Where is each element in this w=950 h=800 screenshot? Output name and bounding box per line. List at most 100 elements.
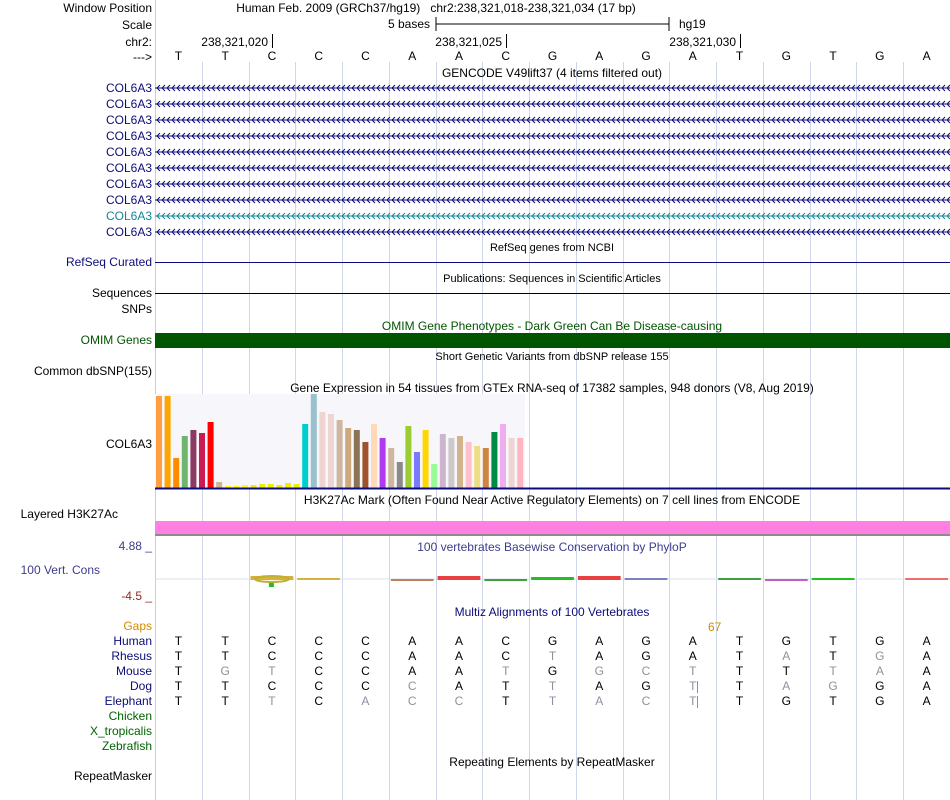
strand-arrows [156, 180, 950, 188]
aligned-base: T [689, 664, 697, 678]
phylop-label[interactable]: 100 Vert. Cons [20, 563, 100, 577]
h3k27ac-label[interactable]: Layered H3K27Ac [20, 507, 118, 521]
gencode-item-label[interactable]: COL6A3 [105, 193, 152, 207]
species-label[interactable]: Dog [129, 679, 152, 693]
gtex-tissue-bar[interactable] [396, 462, 403, 488]
gtex-tissue-bar[interactable] [362, 442, 369, 488]
gtex-bars[interactable] [155, 394, 950, 491]
gtex-tissue-bar[interactable] [388, 448, 395, 488]
dbsnp-label[interactable]: Common dbSNP(155) [33, 364, 152, 378]
strand-arrows [156, 148, 950, 156]
omim-bar[interactable] [155, 333, 950, 348]
gtex-tissue-bar[interactable] [336, 420, 343, 488]
gtex-tissue-bar[interactable] [207, 422, 214, 488]
gtex-tissue-bar[interactable] [457, 436, 463, 488]
window-position-label: Window Position [63, 1, 152, 15]
species-label[interactable]: Chicken [108, 709, 152, 723]
aligned-base: A [922, 634, 931, 648]
strand-arrows [156, 228, 950, 236]
gencode-item-label[interactable]: COL6A3 [105, 209, 152, 223]
gencode-item-label[interactable]: COL6A3 [105, 129, 152, 143]
gencode-item-label[interactable]: COL6A3 [105, 161, 152, 175]
gtex-tissue-bar[interactable] [491, 432, 498, 488]
gtex-tissue-bar[interactable] [474, 446, 481, 488]
gtex-tissue-bar[interactable] [482, 448, 489, 488]
gtex-tissue-bar[interactable] [414, 452, 420, 488]
gtex-tissue-bar[interactable] [422, 430, 429, 488]
gencode-item-label[interactable]: COL6A3 [105, 81, 152, 95]
gtex-tissue-bar[interactable] [345, 428, 352, 488]
gtex-tissue-bar[interactable] [199, 433, 205, 488]
refseq-label[interactable]: RefSeq Curated [65, 255, 152, 269]
gtex-tissue-bar[interactable] [448, 438, 455, 488]
phylop-min-label: -4.5 _ [121, 589, 152, 603]
species-label[interactable]: Rhesus [111, 649, 152, 663]
gtex-tissue-bar[interactable] [164, 396, 171, 488]
gtex-tissue-bar[interactable] [310, 394, 317, 488]
gtex-tissue-bar[interactable] [500, 424, 506, 488]
gtex-tissue-bar[interactable] [267, 484, 274, 488]
gencode-item-label[interactable]: COL6A3 [105, 225, 152, 239]
gtex-tissue-bar[interactable] [181, 436, 188, 488]
sequences-label[interactable]: Sequences [91, 286, 152, 300]
gtex-tissue-bar[interactable] [285, 483, 291, 488]
gencode-item-label[interactable]: COL6A3 [105, 177, 152, 191]
species-label[interactable]: Mouse [115, 664, 152, 678]
gtex-tissue-bar[interactable] [508, 438, 515, 488]
gtex-tissue-bar[interactable] [371, 424, 377, 488]
gtex-tissue-bar[interactable] [216, 482, 223, 488]
gtex-tissue-bar[interactable] [259, 484, 266, 488]
omim-label[interactable]: OMIM Genes [80, 333, 152, 347]
repeatmasker-label[interactable]: RepeatMasker [73, 769, 152, 783]
gencode-item-label[interactable]: COL6A3 [105, 145, 152, 159]
gtex-tissue-bar[interactable] [173, 458, 180, 488]
gencode-item-label[interactable]: COL6A3 [105, 97, 152, 111]
gencode-item-label[interactable]: COL6A3 [105, 113, 152, 127]
gtex-tissue-bar[interactable] [156, 396, 162, 488]
h3k27ac-baseline [155, 534, 950, 536]
gtex-tissue-bar[interactable] [224, 486, 231, 488]
gtex-tissue-bar[interactable] [293, 484, 300, 488]
gtex-tissue-bar[interactable] [250, 485, 257, 488]
phylop-score [484, 579, 528, 581]
gtex-tissue-bar[interactable] [379, 438, 386, 488]
base-letter: C [314, 49, 324, 63]
aligned-base: A [595, 649, 604, 663]
gtex-tissue-bar[interactable] [465, 442, 472, 488]
species-label[interactable]: Human [113, 634, 152, 648]
aligned-base: T [548, 679, 557, 693]
species-label[interactable]: X_tropicalis [89, 724, 152, 738]
gtex-tissue-bar[interactable] [405, 426, 412, 488]
gencode-tracks[interactable] [155, 80, 950, 240]
aligned-base: G [547, 664, 558, 678]
aligned-base: T [174, 679, 183, 693]
gtex-tissue-bar[interactable] [233, 486, 240, 488]
aligned-base: A [922, 679, 931, 693]
strand-arrows [156, 84, 950, 92]
phylop-score [577, 576, 621, 580]
gtex-tissue-bar[interactable] [328, 414, 334, 488]
gtex-tissue-bar[interactable] [431, 464, 438, 488]
gtex-tissue-bar[interactable] [517, 438, 524, 488]
species-label[interactable]: Zebrafish [101, 739, 152, 753]
h3k27ac-bar[interactable] [155, 521, 950, 534]
gtex-tissue-bar[interactable] [302, 424, 309, 488]
track-data-panel[interactable]: Human Feb. 2009 (GRCh37/hg19) chr2:238,3… [155, 0, 950, 800]
gtex-tissue-bar[interactable] [439, 434, 446, 488]
gtex-label[interactable]: COL6A3 [105, 437, 152, 451]
publications-line[interactable] [155, 293, 950, 294]
aligned-base: T [829, 649, 837, 663]
phylop-wiggle[interactable] [155, 568, 950, 590]
gtex-tissue-bar[interactable] [242, 485, 248, 488]
refseq-gene-line[interactable] [155, 262, 950, 263]
gtex-tissue-bar[interactable] [276, 485, 283, 488]
species-label[interactable]: Elephant [104, 694, 152, 708]
ruler-tick-label: 238,321,025 [435, 35, 502, 49]
base-letter: C [361, 49, 370, 63]
gtex-tissue-bar[interactable] [190, 430, 197, 488]
snps-label[interactable]: SNPs [121, 302, 152, 316]
gtex-tissue-bar[interactable] [319, 412, 326, 488]
gencode-title: GENCODE V49lift37 (4 items filtered out) [441, 66, 663, 80]
gtex-tissue-bar[interactable] [353, 430, 360, 488]
